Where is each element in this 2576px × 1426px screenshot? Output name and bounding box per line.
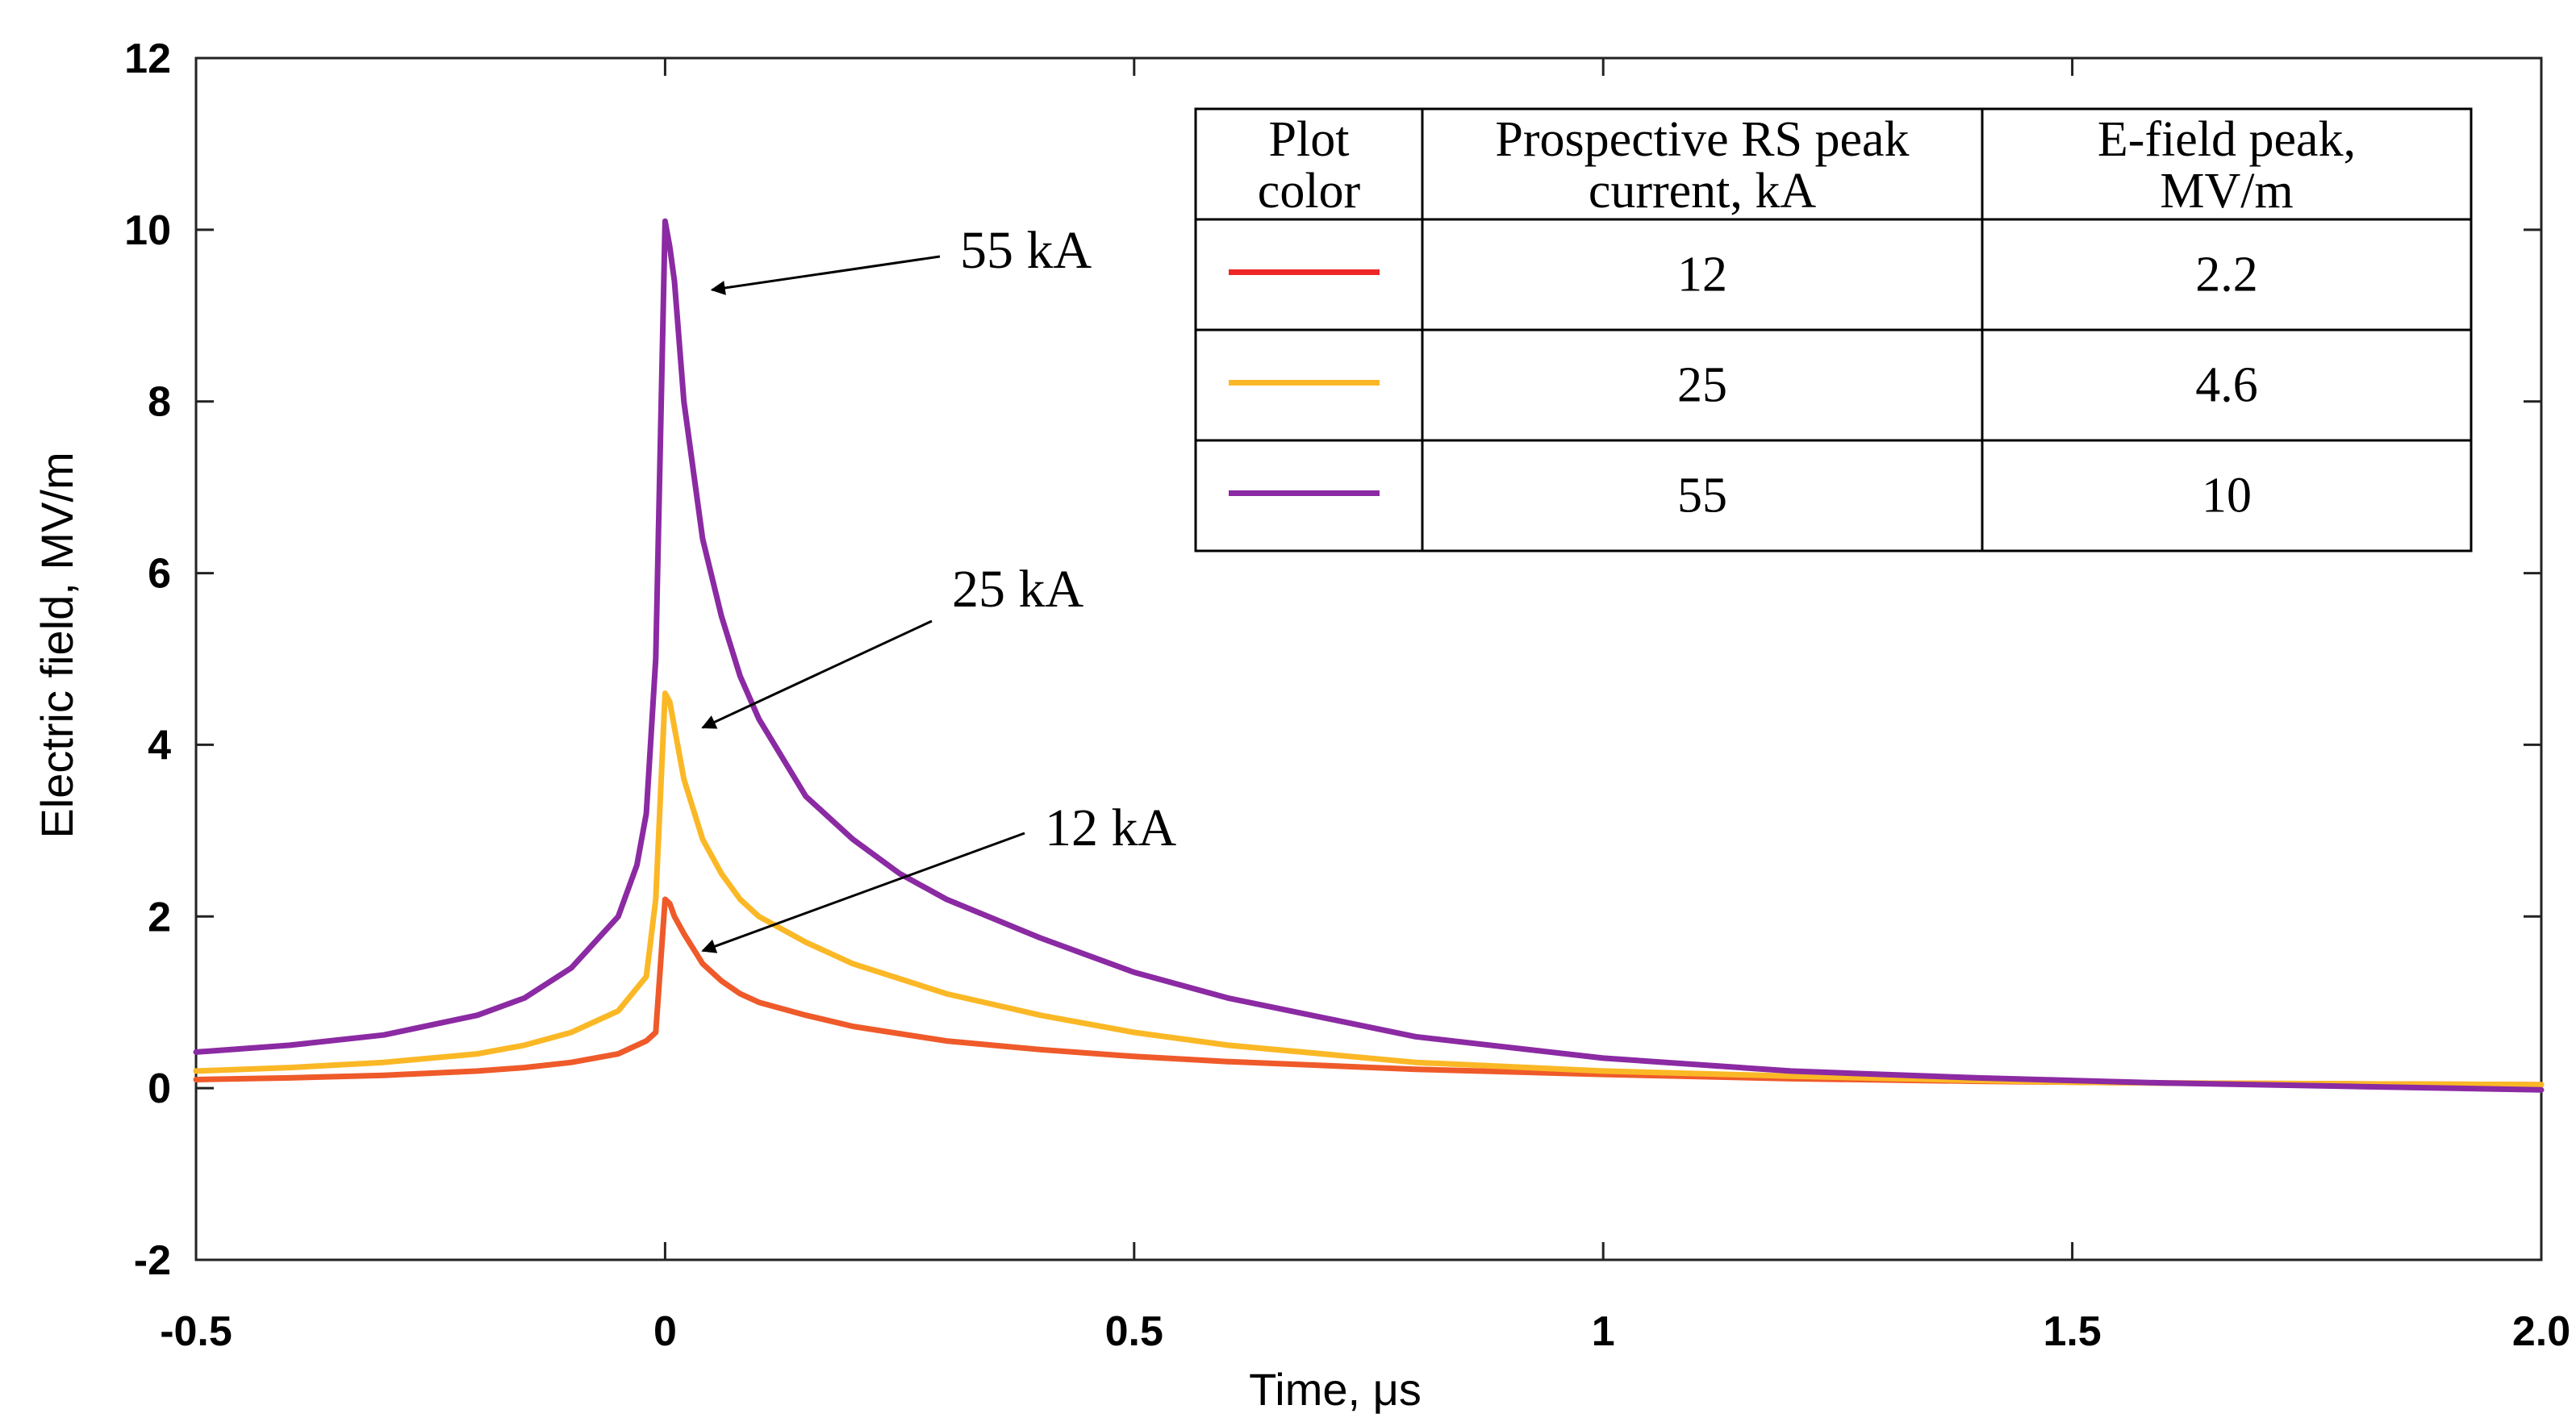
x-tick-label: 1.5 (2043, 1308, 2101, 1355)
data-series (193, 218, 2545, 1093)
y-tick-label: 8 (148, 379, 171, 426)
y-tick-label: 6 (148, 551, 171, 598)
annotation-arrow (710, 255, 941, 295)
series-line-25-ka (193, 690, 2545, 1088)
annotation-label: 25 kA (952, 560, 1084, 619)
y-tick-label: -2 (134, 1237, 171, 1284)
legend-current-value: 55 (1677, 469, 1727, 523)
plot-area (194, 56, 2543, 1261)
x-axis-label: Time, μs (1249, 1364, 1422, 1415)
y-tick-label: 2 (148, 894, 171, 940)
x-tick-label: 2.0 (2512, 1308, 2570, 1355)
legend-header: Plot color (1258, 112, 1361, 219)
plot-border (194, 56, 2543, 1261)
legend-current-value: 12 (1677, 248, 1727, 302)
annotation-label: 12 kA (1045, 798, 1177, 857)
x-tick-label: 1 (1592, 1308, 1615, 1355)
y-tick-label: 0 (148, 1065, 171, 1112)
legend-peak-value: 4.6 (2195, 358, 2258, 413)
y-tick-label: 4 (148, 722, 171, 769)
legend-current-value: 25 (1677, 358, 1727, 413)
series-line-55-ka (193, 218, 2545, 1093)
x-tick-label: 0.5 (1105, 1308, 1163, 1355)
y-tick-label: 12 (124, 35, 171, 82)
annotation-arrows: 55 kA 25 kA 12 kA (701, 221, 1177, 953)
x-tick-label: 0 (653, 1308, 677, 1355)
annotation-arrow (701, 619, 933, 729)
axis-ticks: -0.5 0 0.5 1 1.5 2.0 -2 0 2 4 6 8 10 12 (124, 35, 2570, 1355)
y-axis-label: Electric field, MV/m (31, 452, 82, 838)
legend-peak-value: 2.2 (2195, 248, 2258, 302)
legend-header: Prospective RS peak current, kA (1495, 112, 1909, 219)
legend-header: E-field peak, MV/m (2098, 112, 2356, 219)
legend-peak-value: 10 (2202, 469, 2252, 523)
annotation-arrow (701, 832, 1025, 953)
x-tick-label: -0.5 (160, 1308, 232, 1355)
legend-table: Plot color Prospective RS peak current, kA E… (1194, 107, 2473, 552)
y-tick-label: 10 (124, 207, 171, 254)
annotation-label: 55 kA (960, 221, 1092, 280)
